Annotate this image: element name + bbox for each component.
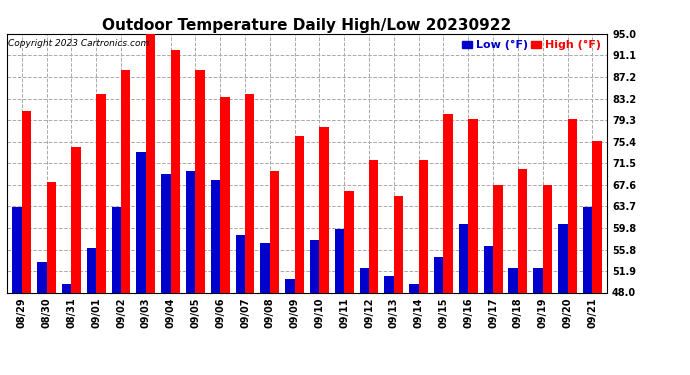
Bar <box>186 171 195 292</box>
Bar <box>47 182 56 292</box>
Bar <box>310 240 319 292</box>
Bar <box>270 171 279 292</box>
Bar <box>459 224 469 292</box>
Bar <box>137 152 146 292</box>
Bar <box>235 235 245 292</box>
Bar <box>484 246 493 292</box>
Bar <box>211 180 220 292</box>
Bar <box>493 185 502 292</box>
Legend: Low (°F), High (°F): Low (°F), High (°F) <box>462 39 602 52</box>
Bar <box>319 128 329 292</box>
Bar <box>384 276 394 292</box>
Bar <box>567 119 577 292</box>
Bar <box>359 268 369 292</box>
Bar <box>419 160 428 292</box>
Bar <box>592 141 602 292</box>
Bar <box>583 207 592 292</box>
Bar <box>96 94 106 292</box>
Bar <box>335 229 344 292</box>
Bar <box>112 207 121 292</box>
Bar <box>369 160 379 292</box>
Bar <box>444 114 453 292</box>
Bar <box>170 50 180 292</box>
Bar <box>543 185 552 292</box>
Bar <box>62 284 71 292</box>
Title: Outdoor Temperature Daily High/Low 20230922: Outdoor Temperature Daily High/Low 20230… <box>102 18 512 33</box>
Bar <box>558 224 567 292</box>
Bar <box>344 190 354 292</box>
Bar <box>87 249 96 292</box>
Bar <box>469 119 477 292</box>
Bar <box>518 169 527 292</box>
Bar <box>295 136 304 292</box>
Bar <box>146 31 155 292</box>
Bar <box>195 69 205 292</box>
Bar <box>161 174 170 292</box>
Bar <box>37 262 47 292</box>
Bar <box>260 243 270 292</box>
Bar <box>220 97 230 292</box>
Text: Copyright 2023 Cartronics.com: Copyright 2023 Cartronics.com <box>8 39 149 48</box>
Bar <box>245 94 255 292</box>
Bar <box>434 257 444 292</box>
Bar <box>12 207 22 292</box>
Bar <box>509 268 518 292</box>
Bar <box>285 279 295 292</box>
Bar <box>121 69 130 292</box>
Bar <box>533 268 543 292</box>
Bar <box>394 196 403 292</box>
Bar <box>22 111 31 292</box>
Bar <box>71 147 81 292</box>
Bar <box>409 284 419 292</box>
